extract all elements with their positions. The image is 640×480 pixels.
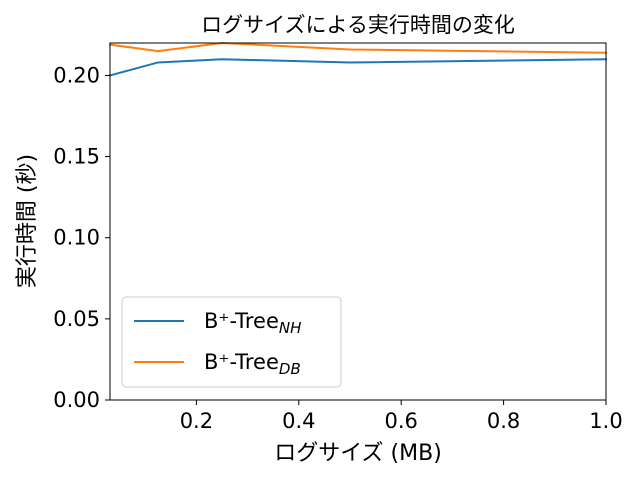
chart-title: ログサイズによる実行時間の変化 — [201, 13, 515, 37]
x-axis-label: ログサイズ (MB) — [274, 441, 442, 466]
legend-label-nh: B⁺-TreeNH — [204, 309, 301, 337]
x-tick-label: 0.6 — [384, 409, 417, 433]
legend: B⁺-TreeNH B⁺-TreeDB — [121, 296, 342, 388]
y-axis-label: 実行時間 (秒) — [15, 154, 40, 288]
x-tick-label: 1.0 — [589, 409, 622, 433]
plot-frame — [109, 42, 607, 401]
series-layer — [108, 42, 608, 77]
x-tick-label: 0.2 — [180, 409, 213, 433]
legend-label-db: B⁺-TreeDB — [204, 350, 301, 378]
x-tick-label: 0.8 — [487, 409, 520, 433]
y-tick-label: 0.05 — [53, 307, 100, 331]
y-tick-label: 0.00 — [53, 388, 100, 412]
legend-box — [121, 296, 342, 388]
y-tick-label: 0.10 — [53, 226, 100, 250]
series-line-nh — [108, 58, 608, 77]
y-axis-ticks: 0.00 0.05 0.10 0.15 0.20 — [53, 63, 110, 412]
y-tick-label: 0.15 — [53, 145, 100, 169]
x-axis-ticks: 0.2 0.4 0.6 0.8 1.0 — [180, 400, 623, 433]
x-tick-label: 0.4 — [282, 409, 315, 433]
y-tick-label: 0.20 — [53, 63, 100, 87]
series-line-db — [108, 42, 608, 54]
